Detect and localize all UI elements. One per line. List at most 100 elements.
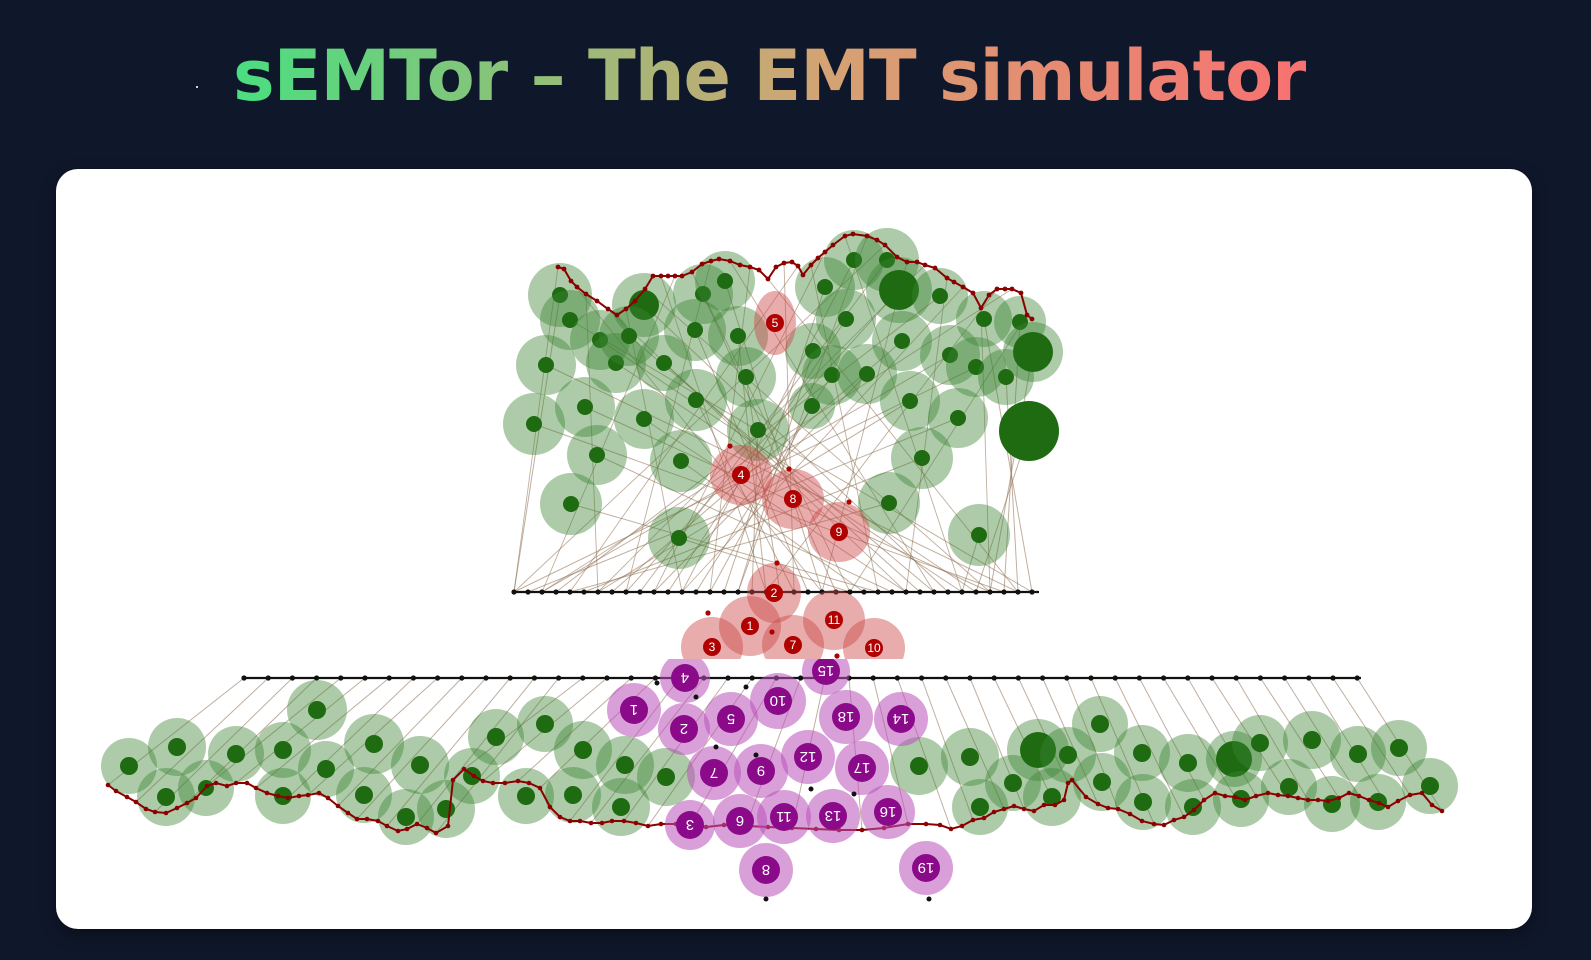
fiber bbox=[1017, 677, 1069, 784]
cell-label: 12 bbox=[800, 748, 817, 765]
cell-label: 19 bbox=[918, 859, 935, 876]
epithelial-cell bbox=[999, 401, 1059, 461]
simulation-panel[interactable]: 5 4 8 9 2 1 11 3 7 10 4 15 1 10 5 2 18 14 12 17 7 9 3 6 11 13 16 8… bbox=[56, 169, 1532, 929]
epithelial-cell bbox=[365, 735, 383, 753]
cell-anchor bbox=[846, 499, 852, 505]
fiber bbox=[569, 319, 1033, 593]
apical-node bbox=[1275, 792, 1281, 798]
apical-node bbox=[244, 780, 250, 786]
membrane-node bbox=[791, 589, 797, 595]
epithelial-cell bbox=[636, 411, 652, 427]
apical-node bbox=[305, 792, 311, 798]
membrane-node bbox=[531, 675, 537, 681]
fiber bbox=[653, 373, 868, 593]
fiber bbox=[611, 340, 903, 593]
apical-node bbox=[1439, 808, 1445, 814]
purple-cell bbox=[717, 705, 745, 733]
fiber bbox=[625, 260, 712, 593]
epithelial-cell bbox=[879, 252, 895, 268]
apical-node bbox=[537, 785, 543, 791]
epithelial-cell bbox=[910, 757, 928, 775]
membrane-node bbox=[749, 675, 755, 681]
membrane-node bbox=[580, 675, 586, 681]
apical-node bbox=[1336, 795, 1342, 801]
apical-node bbox=[822, 249, 828, 255]
membrane-node bbox=[945, 589, 951, 595]
membrane-node bbox=[1088, 675, 1094, 681]
membrane-node bbox=[628, 675, 634, 681]
membrane-node bbox=[1136, 675, 1142, 681]
epithelial-cell bbox=[562, 312, 578, 328]
apical-node bbox=[923, 821, 929, 827]
epithelial-cell bbox=[564, 786, 582, 804]
apical-node bbox=[275, 793, 281, 799]
cell-label: 4 bbox=[681, 669, 689, 686]
fiber bbox=[255, 677, 390, 789]
apical-node bbox=[1346, 790, 1352, 796]
cell-label: 16 bbox=[880, 803, 897, 820]
apical-node bbox=[568, 278, 574, 284]
membrane-node bbox=[507, 675, 513, 681]
cell-label: 2 bbox=[771, 586, 778, 600]
membrane-node bbox=[362, 675, 368, 681]
mesenchymal-cell bbox=[825, 611, 843, 629]
apical-node bbox=[1011, 803, 1017, 809]
fiber bbox=[1163, 677, 1236, 798]
membrane-node bbox=[338, 675, 344, 681]
epithelial-cell bbox=[695, 286, 711, 302]
epithelial-cell bbox=[846, 252, 862, 268]
apical-node bbox=[414, 821, 420, 827]
fiber bbox=[235, 677, 366, 784]
epithelial-cell bbox=[961, 748, 979, 766]
epithelial-cell bbox=[592, 332, 608, 348]
bottom-tissue: 4 15 1 10 5 2 18 14 12 17 7 9 3 6 11 13 16 8 19 bbox=[101, 659, 1458, 902]
apical-node bbox=[1242, 797, 1248, 803]
apical-node bbox=[461, 766, 467, 772]
apical-node bbox=[599, 820, 605, 826]
membrane-node bbox=[609, 589, 615, 595]
cell-label: 10 bbox=[770, 692, 787, 709]
fiber bbox=[844, 235, 963, 593]
apical-node bbox=[1232, 794, 1238, 800]
membrane-node bbox=[314, 675, 320, 681]
apical-node bbox=[1295, 795, 1301, 801]
apical-node bbox=[642, 286, 648, 292]
apical-node bbox=[1065, 780, 1071, 786]
epithelial-cell bbox=[577, 399, 593, 415]
cell-label: 6 bbox=[736, 812, 744, 829]
fiber bbox=[541, 288, 1013, 593]
membrane-node bbox=[707, 589, 713, 595]
apical-node bbox=[515, 778, 521, 784]
epithelial-cell bbox=[227, 745, 245, 763]
mesenchymal-cell bbox=[784, 636, 802, 654]
epithelial-cell bbox=[881, 495, 897, 511]
apical-node bbox=[395, 828, 401, 834]
apical-node bbox=[354, 816, 360, 822]
epithelial-cell bbox=[902, 393, 918, 409]
apical-node bbox=[105, 782, 111, 788]
epithelial-cell bbox=[968, 359, 984, 375]
apical-node bbox=[932, 265, 938, 271]
apical-node bbox=[765, 276, 771, 282]
apical-node bbox=[1024, 312, 1030, 318]
apical-node bbox=[557, 814, 563, 820]
apical-node bbox=[658, 821, 664, 827]
epithelial-cell bbox=[1013, 332, 1053, 372]
apical-node bbox=[991, 809, 997, 815]
mesenchymal-cell bbox=[830, 523, 848, 541]
fiber bbox=[555, 295, 941, 593]
apical-node bbox=[1419, 790, 1425, 796]
epithelial-cell bbox=[657, 768, 675, 786]
fiber bbox=[206, 677, 342, 787]
cell-label: 14 bbox=[893, 710, 910, 727]
cell-anchor bbox=[743, 684, 749, 690]
epithelial-cell bbox=[976, 311, 992, 327]
mesenchymal-cell bbox=[765, 584, 783, 602]
fiber bbox=[287, 677, 414, 799]
cell-label: 15 bbox=[818, 662, 835, 679]
apical-node bbox=[937, 822, 943, 828]
membrane-node bbox=[1112, 675, 1118, 681]
membrane-node bbox=[1040, 675, 1046, 681]
cell-anchor bbox=[786, 466, 792, 472]
